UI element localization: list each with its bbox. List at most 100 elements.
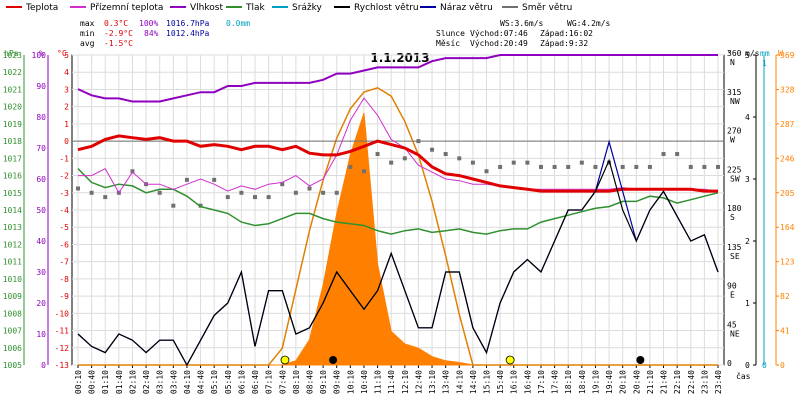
pct-tick-label: 70 [36, 144, 46, 153]
x-tick-label: 22:10 [673, 370, 682, 394]
x-tick-label: 15:40 [496, 370, 505, 394]
hpa-tick-label: 1023 [3, 51, 22, 60]
wind-direction-point [361, 169, 366, 174]
wm2-tick-label: 328 [780, 85, 795, 94]
wm2-tick-label: 41 [780, 327, 790, 336]
axis-label-dir: ° [727, 49, 732, 58]
wind-direction-point [498, 164, 503, 169]
x-tick-label: 19:40 [605, 370, 614, 394]
wind-direction-point [307, 186, 312, 191]
x-tick-label: 22:40 [687, 370, 696, 394]
wind-direction-point [253, 195, 258, 200]
x-tick-label: 02:40 [142, 370, 151, 394]
temp-tick-label: 3 [64, 85, 69, 94]
pct-tick-label: 100 [32, 51, 47, 60]
pct-tick-label: 90 [36, 82, 46, 91]
temp-tick-label: -11 [55, 327, 70, 336]
pct-tick-label: 50 [36, 206, 46, 215]
wind-direction-point [334, 190, 339, 195]
temp-tick-label: -8 [59, 275, 69, 284]
pct-tick-label: 20 [36, 299, 46, 308]
svg-text:Srážky: Srážky [292, 3, 323, 13]
dir-tick-label: 0 [727, 359, 732, 368]
wind-direction-point [293, 190, 298, 195]
hpa-tick-label: 1019 [3, 120, 22, 129]
axis-label-temp: °C [57, 49, 67, 58]
x-tick-label: 00:40 [88, 370, 97, 394]
wind-direction-point [402, 156, 407, 161]
stats-min-press: 1012.4hPa [166, 29, 210, 38]
wind-direction-point [76, 186, 80, 191]
dir-tick-label: 225 [727, 165, 742, 174]
temp-tick-label: -1 [59, 154, 69, 163]
dir-tick-label: 180 [727, 204, 742, 213]
x-tick-label: 02:10 [128, 370, 137, 394]
wind-direction-point [593, 164, 598, 169]
wm2-tick-label: 82 [780, 292, 790, 301]
stats-moonset: Západ:9:32 [540, 39, 588, 48]
wind-direction-point [266, 195, 271, 200]
dir-cardinal-label: N [730, 58, 735, 67]
legend-item-teplota: Teplota [6, 3, 58, 13]
x-tick-label: 00:10 [74, 370, 83, 394]
stats-moon-label: Měsíc [436, 39, 460, 48]
wind-direction-point [607, 160, 612, 165]
hpa-tick-label: 1017 [3, 154, 22, 163]
hpa-tick-label: 1007 [3, 327, 22, 336]
x-tick-label: 10:10 [346, 370, 355, 394]
x-tick-label: 03:10 [156, 370, 165, 394]
wm2-tick-label: 164 [780, 223, 795, 232]
wind-direction-point [157, 190, 162, 195]
svg-text:Rychlost větru: Rychlost větru [354, 3, 419, 13]
wind-direction-point [702, 164, 707, 169]
dir-tick-label: 45 [727, 320, 737, 329]
temp-tick-label: -10 [55, 309, 70, 318]
x-tick-label: 16:40 [523, 370, 532, 394]
svg-text:Náraz větru: Náraz větru [440, 3, 493, 13]
mm-tick-label: 0 [762, 361, 767, 370]
x-tick-label: 07:40 [278, 370, 287, 394]
wind-direction-point [511, 160, 516, 165]
temp-tick-label: -7 [59, 258, 69, 267]
stats-avg-temp: -1.5°C [104, 39, 133, 48]
stats-max-label: max [80, 19, 95, 28]
svg-text:Tlak: Tlak [245, 3, 266, 13]
stats-sunset: Západ:16:02 [540, 29, 593, 38]
wind-direction-point [525, 160, 530, 165]
hpa-tick-label: 1021 [3, 85, 22, 94]
hpa-tick-label: 1013 [3, 223, 22, 232]
series-tlak-line [77, 168, 719, 235]
temp-tick-label: 4 [64, 68, 69, 77]
x-tick-label: 12:40 [414, 370, 423, 394]
pct-tick-label: 0 [41, 361, 46, 370]
wm2-tick-label: 246 [780, 154, 795, 163]
dir-cardinal-label: NW [730, 97, 740, 106]
x-tick-label: 16:10 [510, 370, 519, 394]
axis-label-mm: mm [760, 49, 770, 58]
wind-direction-point [484, 169, 489, 174]
dir-tick-label: 90 [727, 282, 737, 291]
axis-label-ms: m/s [745, 49, 760, 58]
dir-cardinal-label: S [730, 213, 735, 222]
ms-tick-label: 1 [745, 299, 750, 308]
hpa-tick-label: 1014 [3, 206, 22, 215]
legend-item-naraz-vetru: Náraz větru [420, 3, 493, 13]
wind-direction-point [430, 147, 435, 152]
wind-direction-point [647, 164, 652, 169]
stats-min-temp: -2.9°C [104, 29, 133, 38]
temp-tick-label: -6 [59, 240, 69, 249]
hpa-tick-label: 1012 [3, 240, 22, 249]
wind-direction-point [103, 195, 108, 200]
wind-direction-point [470, 160, 475, 165]
stats-block: max min avg 0.3°C -2.9°C -1.5°C 100% 84%… [80, 19, 611, 48]
x-tick-label: 03:40 [169, 370, 178, 394]
series-prizemni-teplota-line [78, 97, 719, 194]
wind-direction-point [552, 164, 557, 169]
pct-tick-label: 40 [36, 237, 46, 246]
stats-max-hum: 100% [139, 19, 158, 28]
wind-direction-point [634, 164, 639, 169]
x-tick-label: 04:40 [197, 370, 206, 394]
svg-text:Přízemní teplota: Přízemní teplota [90, 3, 163, 13]
x-tick-label: 09:10 [319, 370, 328, 394]
